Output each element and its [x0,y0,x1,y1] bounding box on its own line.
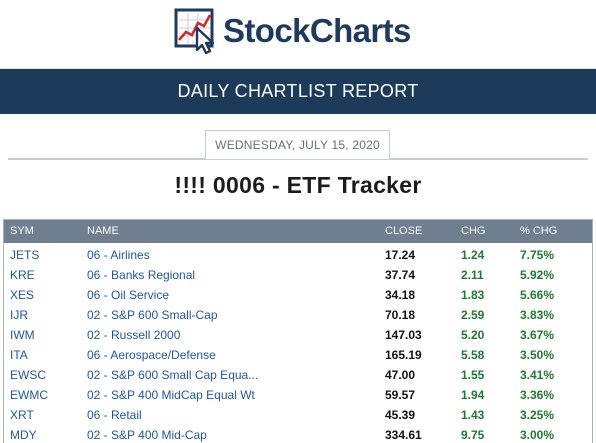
stockcharts-logo[interactable]: StockCharts [174,8,411,54]
report-banner: DAILY CHARTLIST REPORT [0,69,596,114]
close-value: 17.24 [385,248,416,262]
symbol-link[interactable]: JETS [10,248,40,262]
name-link[interactable]: 02 - S&P 600 Small Cap Equa... [87,368,259,382]
percent-change-value: 5.66% [520,288,555,302]
close-value: 70.18 [385,308,416,322]
header-sym[interactable]: SYM [10,225,34,237]
table-header-row: SYM NAME CLOSE CHG % CHG [4,220,592,243]
close-value: 47.00 [385,368,416,382]
close-value: 334.61 [385,428,422,442]
table-row: KRE 06 - Banks Regional 37.74 2.11 5.92% [4,265,592,285]
symbol-link[interactable]: EWSC [10,368,46,382]
close-value: 34.18 [385,288,416,302]
change-value: 5.58 [461,348,485,362]
close-value: 147.03 [385,328,422,342]
name-link[interactable]: 06 - Oil Service [87,288,170,302]
symbol-link[interactable]: MDY [10,428,37,442]
chartlist-title: !!!! 0006 - ETF Tracker [174,172,422,198]
table-row: ITA 06 - Aerospace/Defense 165.19 5.58 3… [4,345,592,365]
change-value: 1.24 [461,248,485,262]
symbol-link[interactable]: ITA [10,348,28,362]
table-row: EWMC 02 - S&P 400 MidCap Equal Wt 59.57 … [4,385,592,405]
change-value: 1.43 [461,408,485,422]
change-value: 1.94 [461,388,485,402]
percent-change-value: 3.41% [520,368,555,382]
header-name[interactable]: NAME [87,225,119,237]
percent-change-value: 7.75% [520,248,555,262]
report-title: DAILY CHARTLIST REPORT [177,81,419,101]
name-link[interactable]: 02 - S&P 400 Mid-Cap [87,428,207,442]
symbol-link[interactable]: KRE [10,268,35,282]
percent-change-value: 3.00% [520,428,555,442]
change-value: 1.83 [461,288,485,302]
name-link[interactable]: 02 - Russell 2000 [87,328,181,342]
symbol-link[interactable]: XRT [10,408,34,422]
table-row: IJR 02 - S&P 600 Small-Cap 70.18 2.59 3.… [4,305,592,325]
table-row: IWM 02 - Russell 2000 147.03 5.20 3.67% [4,325,592,345]
close-value: 165.19 [385,348,422,362]
percent-change-value: 5.92% [520,268,555,282]
name-link[interactable]: 06 - Retail [87,408,142,422]
report-date: WEDNESDAY, JULY 15, 2020 [215,138,380,152]
header-close[interactable]: CLOSE [385,225,423,237]
symbol-link[interactable]: EWMC [10,388,48,402]
percent-change-value: 3.50% [520,348,555,362]
name-link[interactable]: 06 - Banks Regional [87,268,196,282]
table-row: XRT 06 - Retail 45.39 1.43 3.25% [4,405,592,425]
percent-change-value: 3.36% [520,388,555,402]
chartlist-table: SYM NAME CLOSE CHG % CHG JETS 06 - Airli… [3,219,593,443]
close-value: 45.39 [385,408,416,422]
percent-change-value: 3.67% [520,328,555,342]
table-row: XES 06 - Oil Service 34.18 1.83 5.66% [4,285,592,305]
percent-change-value: 3.83% [520,308,555,322]
logo-bar: StockCharts [0,0,596,69]
name-link[interactable]: 02 - S&P 600 Small-Cap [87,308,218,322]
name-link[interactable]: 06 - Airlines [87,248,150,262]
header-chg[interactable]: CHG [461,225,486,237]
stockcharts-logo-icon [174,8,215,54]
symbol-link[interactable]: IWM [10,328,35,342]
change-value: 1.55 [461,368,485,382]
report-date-box: WEDNESDAY, JULY 15, 2020 [205,130,390,160]
close-value: 59.57 [385,388,416,402]
symbol-link[interactable]: XES [10,288,35,302]
change-value: 2.59 [461,308,485,322]
change-value: 9.75 [461,428,485,442]
brand-name: StockCharts [223,12,411,49]
table-row: EWSC 02 - S&P 600 Small Cap Equa... 47.0… [4,365,592,385]
table-row: MDY 02 - S&P 400 Mid-Cap 334.61 9.75 3.0… [4,425,592,443]
change-value: 2.11 [461,268,484,282]
symbol-link[interactable]: IJR [10,308,28,322]
header-pct-chg[interactable]: % CHG [520,225,558,237]
name-link[interactable]: 06 - Aerospace/Defense [87,348,216,362]
close-value: 37.74 [385,268,416,282]
table-row: JETS 06 - Airlines 17.24 1.24 7.75% [4,245,592,265]
percent-change-value: 3.25% [520,408,555,422]
name-link[interactable]: 02 - S&P 400 MidCap Equal Wt [87,388,255,402]
change-value: 5.20 [461,328,485,342]
